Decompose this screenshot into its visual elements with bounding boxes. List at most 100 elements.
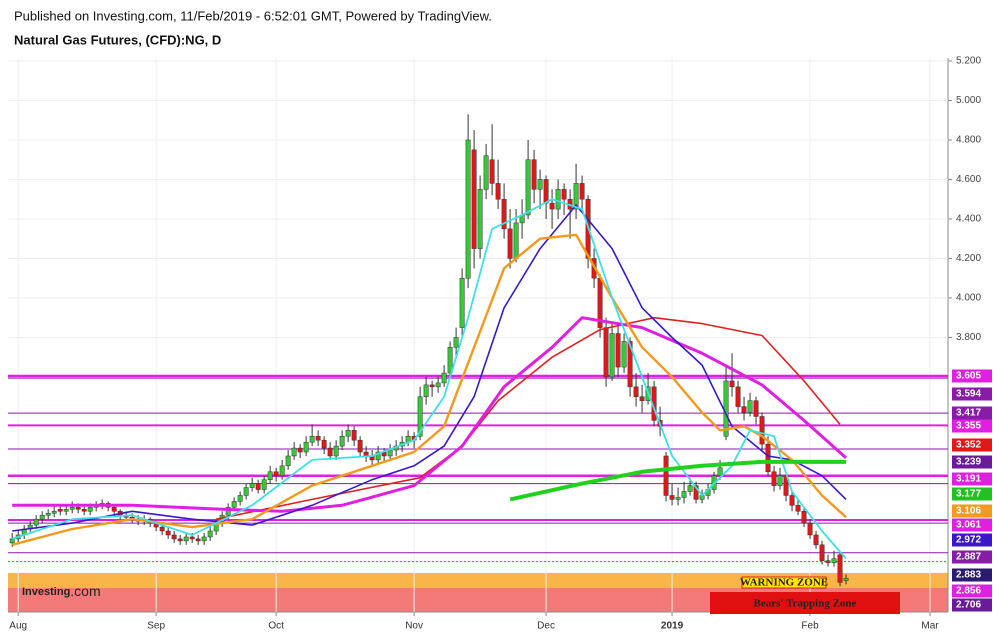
candle-body	[507, 228, 513, 259]
candle-body	[321, 439, 327, 449]
candle-body	[273, 471, 279, 476]
indicator-line	[11, 198, 847, 560]
zone	[8, 572, 948, 588]
price-label-box	[952, 533, 992, 547]
price-label-box	[952, 598, 992, 612]
candle-body	[555, 189, 561, 210]
price-label: 2.706	[956, 600, 981, 611]
candle-body	[669, 495, 675, 500]
y-tick-label: 4.800	[956, 135, 981, 146]
candle-body	[9, 538, 15, 544]
candle-body	[297, 447, 303, 453]
candle-body	[633, 386, 639, 397]
candle-body	[171, 534, 177, 540]
candle-body	[387, 449, 393, 457]
candle-body	[561, 189, 567, 200]
price-label-box	[952, 387, 992, 401]
candle-body	[309, 435, 315, 443]
candle-body	[681, 491, 687, 498]
candle-body	[621, 341, 627, 368]
indicator-line	[11, 233, 847, 546]
candle-body	[291, 447, 297, 457]
candle-body	[303, 441, 309, 453]
price-label: 2.972	[956, 535, 981, 546]
x-tick-label: Sep	[147, 621, 165, 632]
price-label: 2.883	[956, 570, 981, 581]
price-label: 3.605	[956, 371, 981, 382]
candle-body	[735, 386, 741, 407]
candle-body	[609, 333, 615, 378]
price-label: 3.594	[956, 389, 981, 400]
candle-body	[477, 189, 483, 249]
price-label: 3.239	[956, 457, 981, 468]
price-label-box	[952, 568, 992, 582]
candle-body	[843, 578, 849, 581]
price-label-box	[952, 438, 992, 452]
price-label: 3.352	[956, 440, 981, 451]
y-tick-label: 5.200	[956, 56, 981, 67]
candle-body	[261, 479, 267, 490]
candle-body	[375, 451, 381, 461]
candle-body	[615, 333, 621, 368]
y-tick-label: 4.600	[956, 174, 981, 185]
price-label-box	[952, 487, 992, 501]
candle-body	[417, 396, 423, 437]
candle-body	[549, 202, 555, 210]
price-label: 3.177	[956, 489, 981, 500]
logo-name: Investing	[22, 586, 70, 598]
candle-body	[183, 536, 189, 542]
candle-body	[447, 347, 453, 374]
x-tick-label: Mar	[921, 621, 939, 632]
candle-body	[471, 149, 477, 249]
candle-body	[603, 327, 609, 378]
candle-body	[111, 507, 117, 512]
candle-body	[687, 485, 693, 492]
candle-body	[543, 179, 549, 204]
candle-body	[789, 495, 795, 506]
price-label: 2.856	[956, 586, 981, 597]
price-label-box	[952, 472, 992, 486]
candle-body	[795, 505, 801, 512]
candle-body	[279, 465, 285, 476]
candle-body	[189, 536, 195, 540]
logo: Investing.com	[22, 583, 101, 599]
candle-body	[801, 511, 807, 524]
price-label: 3.106	[956, 506, 981, 517]
candle-body	[231, 501, 237, 508]
y-tick-label: 4.200	[956, 253, 981, 264]
y-tick-label: 5.000	[956, 95, 981, 106]
candle-body	[201, 536, 207, 542]
candle-body	[693, 485, 699, 500]
candle-body	[165, 530, 171, 536]
candle-body	[675, 497, 681, 500]
candle-body	[537, 179, 543, 190]
price-label: 3.191	[956, 474, 981, 485]
candle-body	[225, 507, 231, 516]
candle-body	[627, 341, 633, 388]
indicator-line	[216, 316, 841, 520]
candle-body	[807, 522, 813, 536]
candle-body	[837, 554, 843, 583]
logo-suffix: .com	[70, 583, 100, 599]
candle-body	[285, 455, 291, 467]
price-label-box	[952, 504, 992, 518]
indicator-line	[12, 204, 847, 532]
candle-body	[69, 507, 75, 510]
candle-body	[255, 483, 261, 490]
x-tick-label: Oct	[268, 621, 284, 632]
candle-body	[819, 544, 825, 561]
bears-label: Bears' Trapping Zone	[754, 598, 857, 610]
candle-body	[333, 445, 339, 457]
candle-body	[441, 372, 447, 384]
candle-body	[315, 435, 321, 441]
candle-body	[159, 526, 165, 532]
candle-body	[33, 518, 39, 526]
price-label: 3.355	[956, 421, 981, 432]
candle-body	[717, 467, 723, 476]
candle-body	[357, 439, 363, 453]
candle-body	[531, 159, 537, 190]
x-tick-label: Feb	[801, 621, 819, 632]
candle-body	[51, 511, 57, 514]
candle-body	[825, 560, 831, 563]
candle-body	[249, 483, 255, 488]
